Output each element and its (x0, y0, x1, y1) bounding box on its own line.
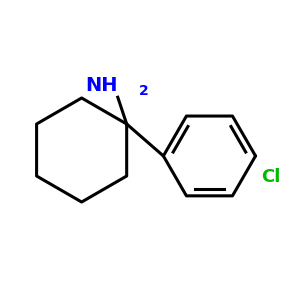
Text: Cl: Cl (262, 168, 281, 186)
Text: NH: NH (85, 76, 118, 95)
Text: 2: 2 (139, 84, 148, 98)
